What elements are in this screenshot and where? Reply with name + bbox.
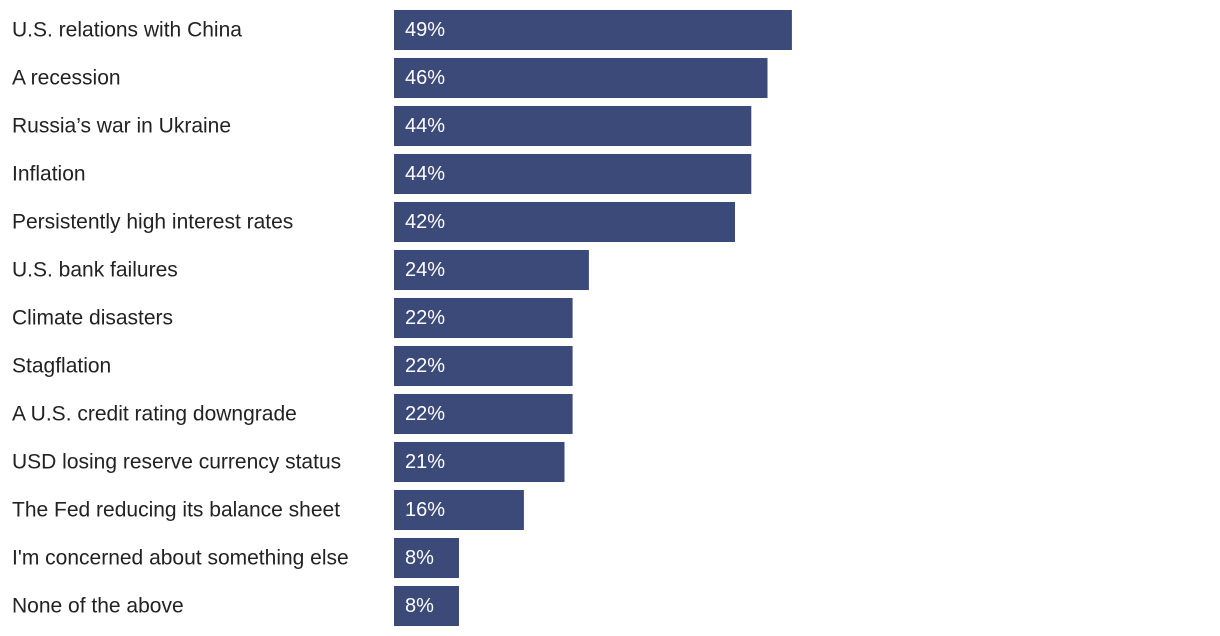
value-label: 42% bbox=[405, 211, 445, 233]
value-label: 21% bbox=[405, 451, 445, 473]
bar bbox=[394, 106, 752, 146]
category-label: I'm concerned about something else bbox=[12, 547, 349, 570]
bars-layer: U.S. relations with China 49% A recession 4… bbox=[12, 10, 792, 626]
value-label: 16% bbox=[405, 499, 445, 521]
bar bbox=[394, 346, 573, 386]
bar bbox=[394, 202, 735, 242]
bar bbox=[394, 10, 792, 50]
category-label: U.S. relations with China bbox=[12, 19, 242, 42]
category-label: A U.S. credit rating downgrade bbox=[12, 403, 297, 426]
category-label: A recession bbox=[12, 67, 121, 90]
category-label: Persistently high interest rates bbox=[12, 211, 293, 234]
value-label: 44% bbox=[405, 163, 445, 185]
category-label: USD losing reserve currency status bbox=[12, 451, 341, 474]
value-label: 44% bbox=[405, 115, 445, 137]
value-label: 46% bbox=[405, 67, 445, 89]
bar bbox=[394, 250, 589, 290]
bar bbox=[394, 442, 565, 482]
value-label: 8% bbox=[405, 547, 434, 569]
bar bbox=[394, 394, 573, 434]
bar bbox=[394, 490, 524, 530]
value-label: 24% bbox=[405, 259, 445, 281]
value-label: 49% bbox=[405, 19, 445, 41]
bar bbox=[394, 586, 459, 626]
category-label: Russia’s war in Ukraine bbox=[12, 115, 231, 138]
bar bbox=[394, 154, 752, 194]
bar bbox=[394, 58, 768, 98]
value-label: 22% bbox=[405, 307, 445, 329]
category-label: The Fed reducing its balance sheet bbox=[12, 499, 340, 522]
bar bbox=[394, 298, 573, 338]
category-label: None of the above bbox=[12, 595, 184, 618]
bar bbox=[394, 538, 459, 578]
category-label: Inflation bbox=[12, 163, 86, 186]
category-label: U.S. bank failures bbox=[12, 259, 178, 282]
category-label: Stagflation bbox=[12, 355, 111, 378]
value-label: 22% bbox=[405, 403, 445, 425]
category-label: Climate disasters bbox=[12, 307, 173, 330]
value-label: 8% bbox=[405, 595, 434, 617]
value-label: 22% bbox=[405, 355, 445, 377]
